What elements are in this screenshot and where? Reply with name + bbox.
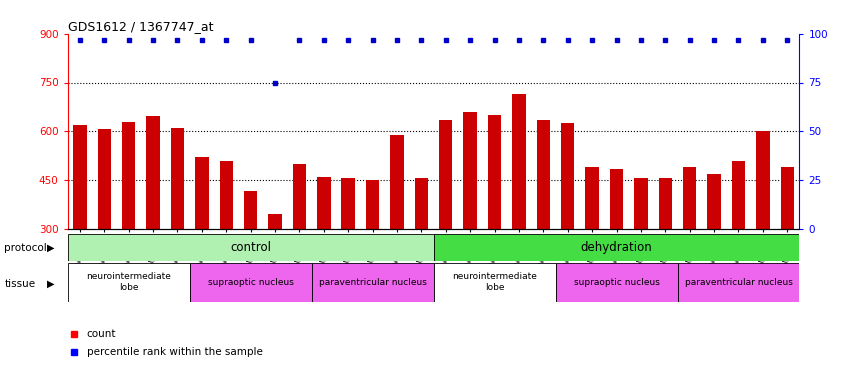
Bar (415, 178, 428, 229)
Bar (781, 167, 794, 229)
Bar (68, 234, 433, 261)
Text: GDS1612 / 1367747_at: GDS1612 / 1367747_at (68, 20, 213, 33)
Bar (707, 174, 721, 229)
Bar (488, 115, 502, 229)
Bar (658, 178, 672, 229)
Bar (68, 262, 190, 302)
Bar (311, 262, 433, 302)
Bar (195, 157, 209, 229)
Bar (464, 112, 477, 229)
Bar (317, 177, 331, 229)
Bar (634, 178, 648, 229)
Text: dehydration: dehydration (580, 241, 652, 254)
Bar (122, 122, 135, 229)
Bar (365, 180, 379, 229)
Text: tissue: tissue (4, 279, 36, 289)
Bar (433, 234, 799, 261)
Bar (536, 120, 550, 229)
Bar (732, 160, 745, 229)
Bar (97, 129, 111, 229)
Text: ▶: ▶ (47, 243, 55, 253)
Bar (439, 120, 453, 229)
Text: protocol: protocol (4, 243, 47, 253)
Text: control: control (230, 241, 271, 254)
Bar (556, 262, 678, 302)
Bar (512, 94, 525, 229)
Bar (171, 128, 184, 229)
Text: supraoptic nucleus: supraoptic nucleus (207, 278, 294, 286)
Bar (293, 164, 306, 229)
Bar (190, 262, 311, 302)
Bar (244, 191, 257, 229)
Bar (683, 167, 696, 229)
Bar (610, 169, 624, 229)
Text: neurointermediate
lobe: neurointermediate lobe (86, 273, 171, 292)
Bar (756, 131, 770, 229)
Bar (678, 262, 799, 302)
Bar (146, 116, 160, 229)
Text: count: count (86, 329, 116, 339)
Bar (585, 167, 599, 229)
Text: neurointermediate
lobe: neurointermediate lobe (452, 273, 537, 292)
Bar (268, 214, 282, 229)
Text: ▶: ▶ (47, 279, 55, 289)
Bar (219, 160, 233, 229)
Text: paraventricular nucleus: paraventricular nucleus (684, 278, 793, 286)
Bar (433, 262, 556, 302)
Bar (342, 178, 355, 229)
Bar (561, 123, 574, 229)
Text: supraoptic nucleus: supraoptic nucleus (574, 278, 660, 286)
Text: percentile rank within the sample: percentile rank within the sample (86, 347, 262, 357)
Bar (390, 135, 404, 229)
Text: paraventricular nucleus: paraventricular nucleus (319, 278, 426, 286)
Bar (73, 125, 86, 229)
